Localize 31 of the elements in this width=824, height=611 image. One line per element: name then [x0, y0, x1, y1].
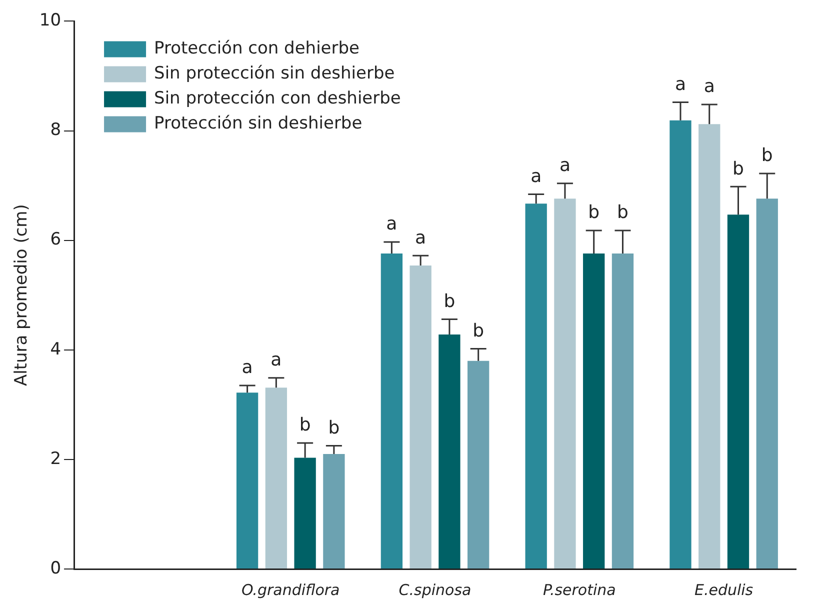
y-tick-label: 4: [50, 339, 62, 360]
x-tick-label: P.serotina: [542, 580, 616, 599]
data-label: b: [617, 202, 628, 224]
data-label: a: [674, 74, 686, 95]
data-label: b: [761, 145, 773, 166]
data-label: b: [732, 158, 744, 180]
legend-label: Protección con dehierbe: [154, 38, 360, 59]
legend-label: Protección sin deshierbe: [154, 114, 362, 134]
data-label: a: [530, 166, 542, 187]
data-label: a: [270, 349, 282, 370]
x-tick-label: E.edulis: [694, 580, 754, 599]
y-tick-label: 10: [39, 10, 62, 31]
y-axis-title: Altura promedio (cm): [12, 204, 32, 386]
y-tick-label: 0: [50, 558, 62, 578]
y-tick-label: 8: [50, 120, 62, 140]
data-label: a: [704, 76, 715, 98]
data-label: b: [299, 414, 311, 436]
legend-label: Sin protección con deshierbe: [154, 88, 401, 109]
data-label: b: [588, 202, 600, 224]
data-label: a: [386, 214, 398, 235]
data-label: b: [444, 290, 456, 312]
y-tick-label: 2: [50, 448, 62, 469]
y-tick-label: 6: [50, 230, 62, 250]
x-tick-label: C.spinosa: [398, 580, 472, 599]
data-label: a: [242, 357, 253, 378]
legend-label: Sin protección sin deshierbe: [154, 64, 395, 84]
data-label: b: [328, 417, 340, 438]
data-label: a: [559, 155, 570, 176]
data-label: a: [415, 227, 426, 248]
data-label: b: [472, 320, 484, 342]
x-tick-label: O.grandiflora: [241, 580, 340, 599]
